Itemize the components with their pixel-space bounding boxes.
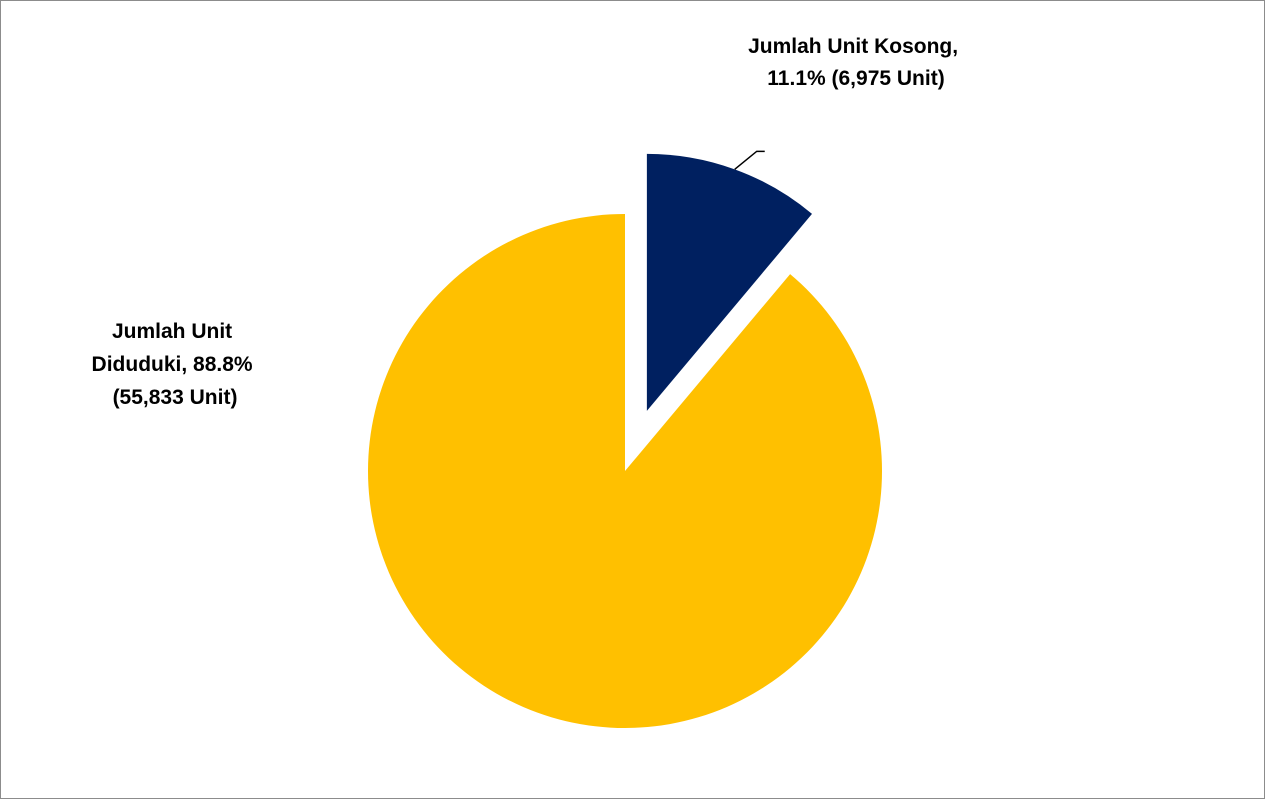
data-label-diduduki-line-1: Jumlah Unit — [112, 320, 232, 343]
data-label-kosong-line-1: Jumlah Unit Kosong, — [748, 35, 958, 58]
data-label-diduduki: Jumlah Unit Diduduki, 88.8% (55,833 Unit… — [92, 320, 259, 409]
pie-slice-diduduki — [368, 214, 882, 728]
leader-line-kosong — [734, 150, 765, 170]
data-label-kosong: Jumlah Unit Kosong, 11.1% (6,975 Unit) — [748, 35, 964, 90]
data-label-diduduki-line-3: (55,833 Unit) — [113, 386, 238, 409]
data-label-kosong-line-2: 11.1% (6,975 Unit) — [767, 67, 944, 90]
pie-slice-kosong — [646, 153, 813, 411]
data-label-diduduki-line-2: Diduduki, 88.8% — [92, 353, 253, 376]
